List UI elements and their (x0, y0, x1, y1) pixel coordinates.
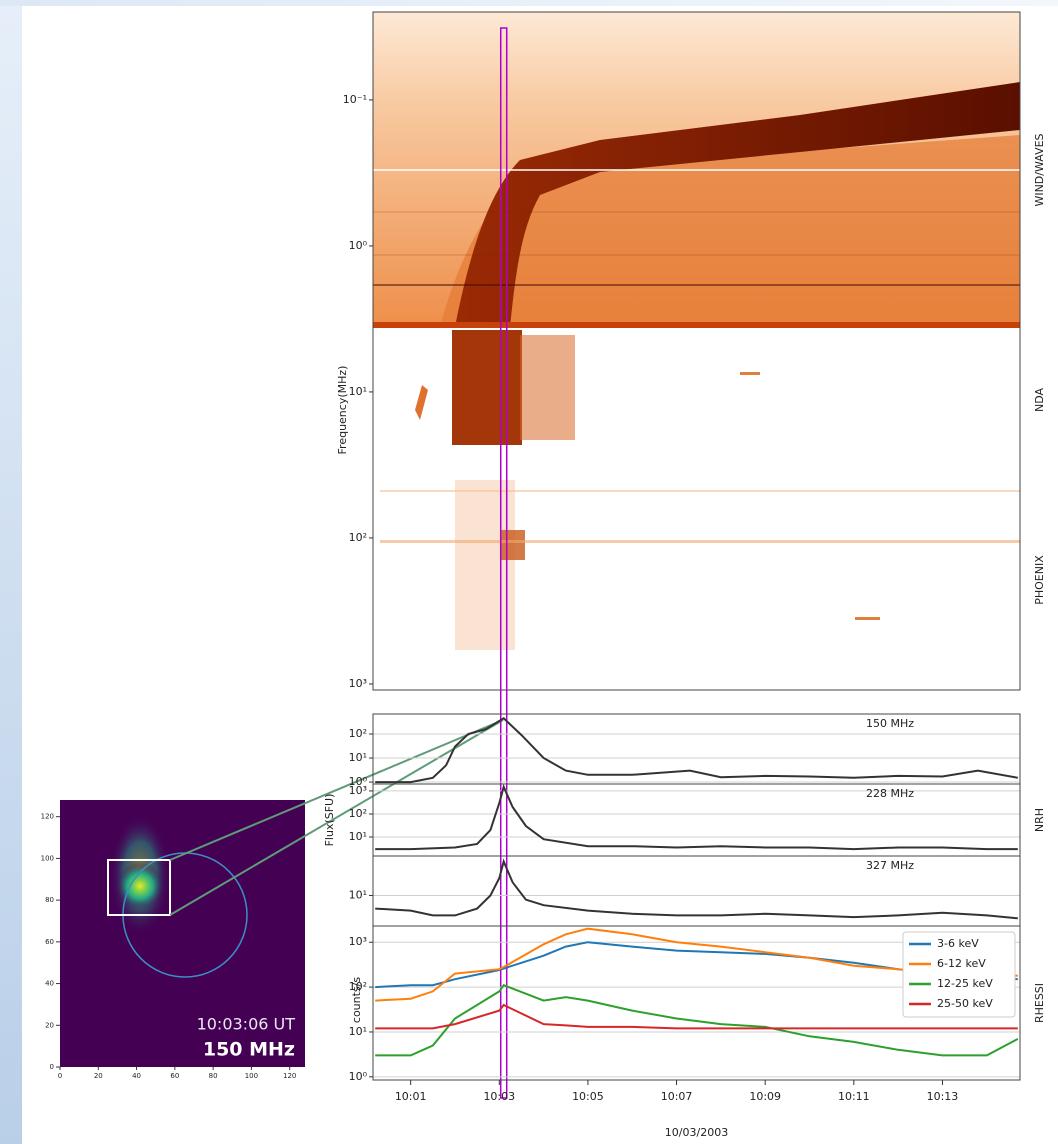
image-time-label: 10:03:06 UT (197, 1015, 296, 1034)
y-tick-label: 10⁰ (349, 1070, 368, 1083)
x-tick-label: 40 (132, 1072, 141, 1080)
series-line (375, 858, 1018, 920)
y-tick-label: 10¹ (349, 385, 367, 398)
legend-label: 25-50 keV (937, 997, 993, 1010)
y-tick-label: 10³ (349, 935, 367, 948)
y-tick-label: 0 (50, 1063, 54, 1071)
y-tick-label: 40 (45, 980, 54, 988)
x-tick-label: 10:03 (483, 1090, 515, 1103)
x-tick-label: 10:07 (661, 1090, 693, 1103)
series-line (375, 717, 1018, 784)
x-tick-label: 10:13 (927, 1090, 959, 1103)
image-frequency-label: 150 MHz (203, 1039, 295, 1061)
y-tick-label: 10³ (349, 784, 367, 797)
side-label: NRH (1033, 808, 1046, 832)
y-tick-label: 100 (41, 854, 54, 862)
panel-frame (372, 11, 1021, 691)
connector-lines (169, 719, 504, 916)
y-tick-label: 10² (349, 807, 367, 820)
x-tick-label: 60 (170, 1072, 179, 1080)
y-tick-label: 10³ (349, 677, 367, 690)
side-label: PHOENIX (1033, 555, 1046, 605)
y-axis-label: Frequency(MHz) (336, 366, 349, 455)
y-tick-label: 60 (45, 938, 54, 946)
y-tick-label: 10² (349, 980, 367, 993)
spectrogram-image (373, 12, 1020, 690)
side-label: NDA (1033, 388, 1046, 413)
side-label: RHESSI (1033, 983, 1046, 1023)
panel-frame (372, 713, 1021, 785)
y-tick-label: 120 (41, 813, 54, 821)
y-tick-label: 10¹ (349, 830, 367, 843)
y-tick-label: 10² (349, 727, 367, 740)
y-tick-label: 10¹ (349, 888, 367, 901)
x-tick-label: 20 (94, 1072, 103, 1080)
y-tick-label: 10² (349, 531, 367, 544)
x-tick-label: 100 (245, 1072, 258, 1080)
x-tick-label: 0 (58, 1072, 62, 1080)
x-tick-label: 10:01 (395, 1090, 427, 1103)
x-tick-label: 120 (283, 1072, 296, 1080)
panel-annotation: 327 MHz (866, 859, 914, 872)
legend-box (902, 931, 1016, 1018)
panel-annotation: 150 MHz (866, 717, 914, 730)
y-axis-label: Flux(SFU) (323, 794, 336, 847)
x-axis-label: 10/03/2003 (665, 1126, 728, 1139)
x-tick-label: 80 (209, 1072, 218, 1080)
edge-decoration (0, 0, 22, 1144)
series-line (375, 783, 1018, 851)
y-axis-label: counts/s (350, 977, 363, 1023)
series-line (375, 983, 1019, 1057)
edge-decoration (0, 0, 1058, 6)
x-tick-label: 10:11 (838, 1090, 870, 1103)
series-line (375, 1003, 1018, 1030)
series-line (375, 927, 1018, 1002)
legend-label: 3-6 keV (937, 937, 979, 950)
y-tick-label: 20 (45, 1021, 54, 1029)
legend-label: 6-12 keV (937, 957, 986, 970)
x-tick-label: 10:05 (572, 1090, 604, 1103)
y-tick-label: 10⁰ (349, 775, 368, 788)
y-tick-label: 80 (45, 896, 54, 904)
panel-annotation: 228 MHz (866, 787, 914, 800)
y-tick-label: 10¹ (349, 751, 367, 764)
cursor-line (499, 27, 508, 1099)
inset-image (60, 800, 305, 1067)
y-tick-label: 10¹ (349, 1025, 367, 1038)
x-tick-label: 10:09 (749, 1090, 781, 1103)
legend-label: 12-25 keV (937, 977, 993, 990)
y-tick-label: 10⁰ (349, 239, 368, 252)
side-label: WIND/WAVES (1033, 133, 1046, 206)
y-tick-label: 10⁻¹ (343, 93, 367, 106)
panel-frame (372, 925, 1021, 1081)
